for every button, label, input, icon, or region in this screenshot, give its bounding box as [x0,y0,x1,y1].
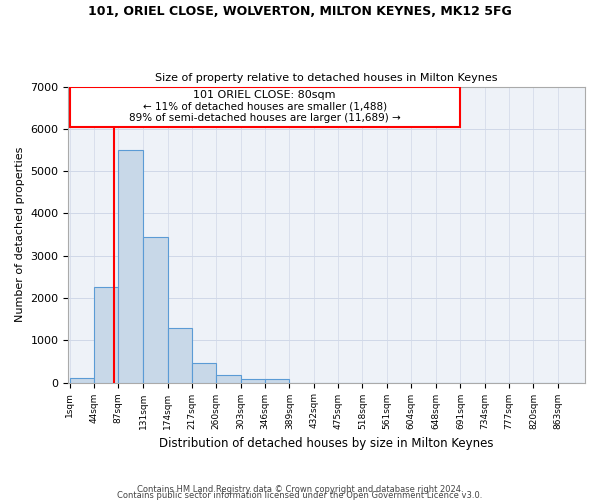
Text: ← 11% of detached houses are smaller (1,488): ← 11% of detached houses are smaller (1,… [143,102,387,112]
Text: Contains HM Land Registry data © Crown copyright and database right 2024.: Contains HM Land Registry data © Crown c… [137,484,463,494]
Text: 89% of semi-detached houses are larger (11,689) →: 89% of semi-detached houses are larger (… [129,113,401,123]
Bar [241,379,265,382]
Y-axis label: Number of detached properties: Number of detached properties [15,147,25,322]
Bar [216,376,241,382]
Bar [167,328,192,382]
X-axis label: Distribution of detached houses by size in Milton Keynes: Distribution of detached houses by size … [160,437,494,450]
Text: 101, ORIEL CLOSE, WOLVERTON, MILTON KEYNES, MK12 5FG: 101, ORIEL CLOSE, WOLVERTON, MILTON KEYN… [88,5,512,18]
Bar [70,86,460,126]
Text: 101 ORIEL CLOSE: 80sqm: 101 ORIEL CLOSE: 80sqm [193,90,336,101]
Bar [143,236,167,382]
Bar [118,150,143,382]
Bar [70,378,94,382]
Bar [265,379,289,382]
Bar [94,286,118,382]
Text: Contains public sector information licensed under the Open Government Licence v3: Contains public sector information licen… [118,490,482,500]
Bar [192,362,216,382]
Title: Size of property relative to detached houses in Milton Keynes: Size of property relative to detached ho… [155,73,498,83]
